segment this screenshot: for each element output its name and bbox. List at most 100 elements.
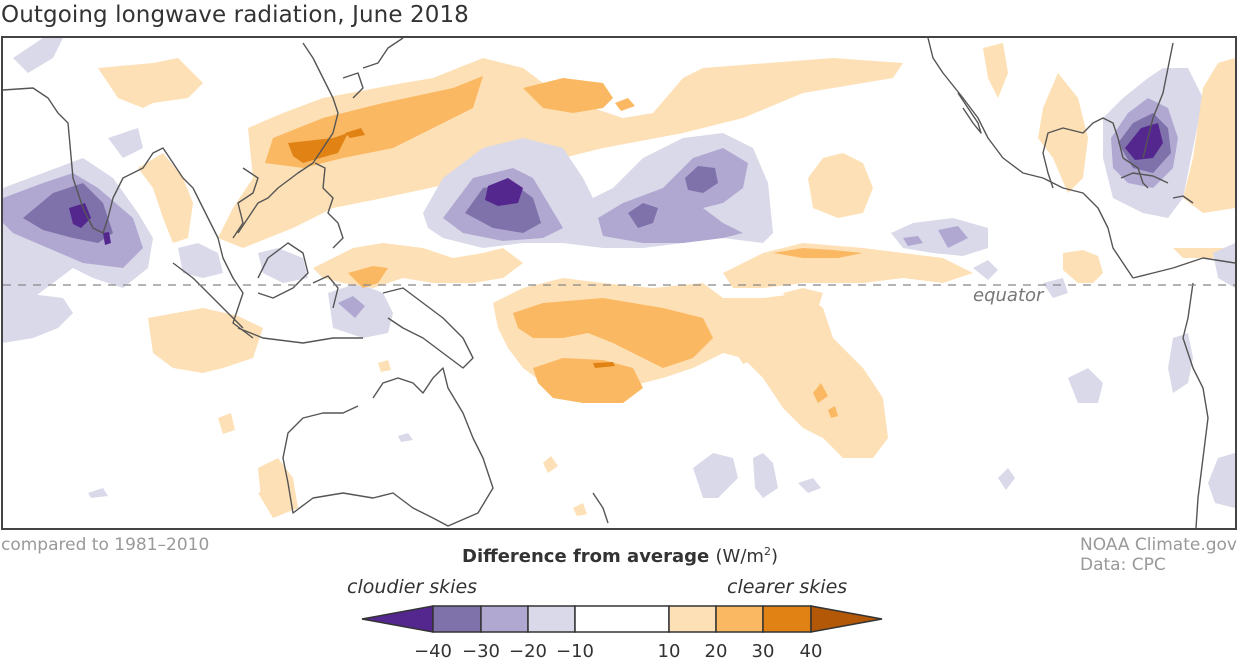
anomaly-contour: [903, 236, 923, 246]
baseline-note: compared to 1981–2010: [1, 535, 210, 555]
anomaly-contour: [998, 468, 1015, 490]
map-panel: [1, 36, 1237, 530]
anomaly-contour: [103, 232, 111, 245]
equator-label: equator: [973, 285, 1044, 306]
coastline: [382, 287, 474, 369]
colorbar-tick-label: −20: [509, 641, 547, 662]
colorbar-bin-6: [715, 605, 764, 633]
colorbar-tick-label: −30: [462, 641, 500, 662]
coastline: [237, 327, 363, 344]
colorbar-tick-label: 20: [705, 641, 728, 662]
anomaly-contour: [798, 478, 821, 493]
coastline: [257, 242, 309, 299]
anomaly-contour: [1063, 250, 1103, 283]
coastline: [3, 87, 194, 234]
legend-title-text: Difference from average: [462, 546, 710, 567]
colorbar-bin-0: [361, 605, 434, 633]
colorbar-bin-7: [762, 605, 812, 633]
anomaly-map: [3, 38, 1235, 528]
anomaly-contour: [973, 260, 998, 280]
coastline: [342, 72, 364, 99]
legend-left-label: cloudier skies: [347, 576, 478, 598]
anomaly-contour: [1168, 333, 1193, 393]
colorbar-tick-label: −40: [414, 641, 452, 662]
legend-right-label: clearer skies: [727, 576, 848, 598]
colorbar-tick-label: 30: [752, 641, 775, 662]
anomaly-contour: [1125, 123, 1163, 160]
anomaly-contour: [313, 243, 523, 288]
coastline: [1182, 282, 1209, 528]
anomaly-contour: [258, 488, 278, 504]
anomaly-contour: [1213, 243, 1235, 288]
anomaly-contour: [533, 358, 643, 403]
anomaly-contour: [485, 178, 523, 206]
coastline: [1120, 172, 1169, 184]
legend-unit-close: ): [770, 546, 778, 567]
anomaly-contour: [828, 406, 838, 418]
anomaly-contour: [513, 298, 713, 368]
colorbar-bin-8: [810, 605, 883, 633]
coastline: [927, 38, 1134, 279]
anomaly-contour: [693, 453, 738, 498]
coastline: [1042, 117, 1124, 189]
anomaly-contour: [573, 503, 587, 516]
anomaly-contour: [753, 453, 778, 498]
anomaly-contour: [1043, 278, 1068, 298]
colorbar-tick-label: 10: [658, 641, 681, 662]
anomaly-contour: [1068, 368, 1103, 403]
legend-title: Difference from average (W/m2): [0, 545, 1240, 567]
anomaly-contour: [628, 203, 658, 228]
anomaly-contour: [218, 413, 235, 434]
coastline: [592, 492, 609, 524]
colorbar-bin-2: [480, 605, 529, 633]
anomaly-contour: [338, 296, 365, 318]
anomaly-contour: [685, 166, 718, 193]
anomaly-contour: [69, 203, 91, 228]
colorbar-bin-3: [527, 605, 576, 633]
coastline: [237, 42, 339, 234]
anomaly-contour: [258, 248, 308, 283]
legend-unit: (W/m2): [716, 545, 778, 567]
anomaly-contour: [738, 348, 753, 364]
anomaly-contour: [1183, 58, 1235, 213]
anomaly-contour: [891, 218, 988, 256]
coastline: [362, 38, 404, 69]
anomaly-contour: [983, 43, 1008, 98]
anomaly-contour: [543, 456, 558, 473]
anomaly-contour: [98, 58, 203, 108]
coastline: [312, 275, 339, 309]
credit-source: NOAA Climate.gov: [1079, 535, 1237, 555]
colorbar-tick-label: −10: [556, 641, 594, 662]
credit-data: Data: CPC: [1079, 555, 1166, 575]
anomaly-contour: [813, 383, 828, 403]
anomaly-contour: [593, 362, 615, 368]
anomaly-contour: [345, 128, 365, 138]
anomaly-contour: [108, 128, 143, 158]
colorbar: −40 −30 −20 −10 10 20 30 40: [361, 605, 883, 662]
coastlines: [3, 38, 1235, 528]
anomaly-contour: [773, 248, 863, 258]
coastline: [1122, 157, 1149, 189]
anomaly-contours: [3, 38, 1235, 518]
coastline: [1142, 42, 1174, 159]
anomaly-contour: [398, 433, 413, 442]
anomaly-contour: [615, 98, 635, 111]
anomaly-contour: [348, 266, 388, 288]
coastline: [314, 162, 344, 249]
anomaly-contour: [148, 308, 263, 373]
coastline: [957, 92, 982, 134]
anomaly-contour: [88, 488, 108, 498]
anomaly-contour: [808, 153, 873, 218]
coastline: [1172, 195, 1194, 204]
anomaly-contour: [523, 78, 613, 113]
anomaly-contour: [1038, 73, 1088, 193]
chart-title: Outgoing longwave radiation, June 2018: [1, 2, 469, 28]
coastline: [1132, 257, 1235, 279]
anomaly-contour: [378, 360, 391, 372]
anomaly-contour: [288, 133, 348, 163]
coastline: [232, 167, 259, 239]
credit: NOAA Climate.gov Data: CPC: [1080, 535, 1237, 575]
anomaly-contour: [13, 38, 63, 73]
anomaly-contour: [23, 183, 113, 243]
anomaly-contour: [178, 243, 223, 278]
